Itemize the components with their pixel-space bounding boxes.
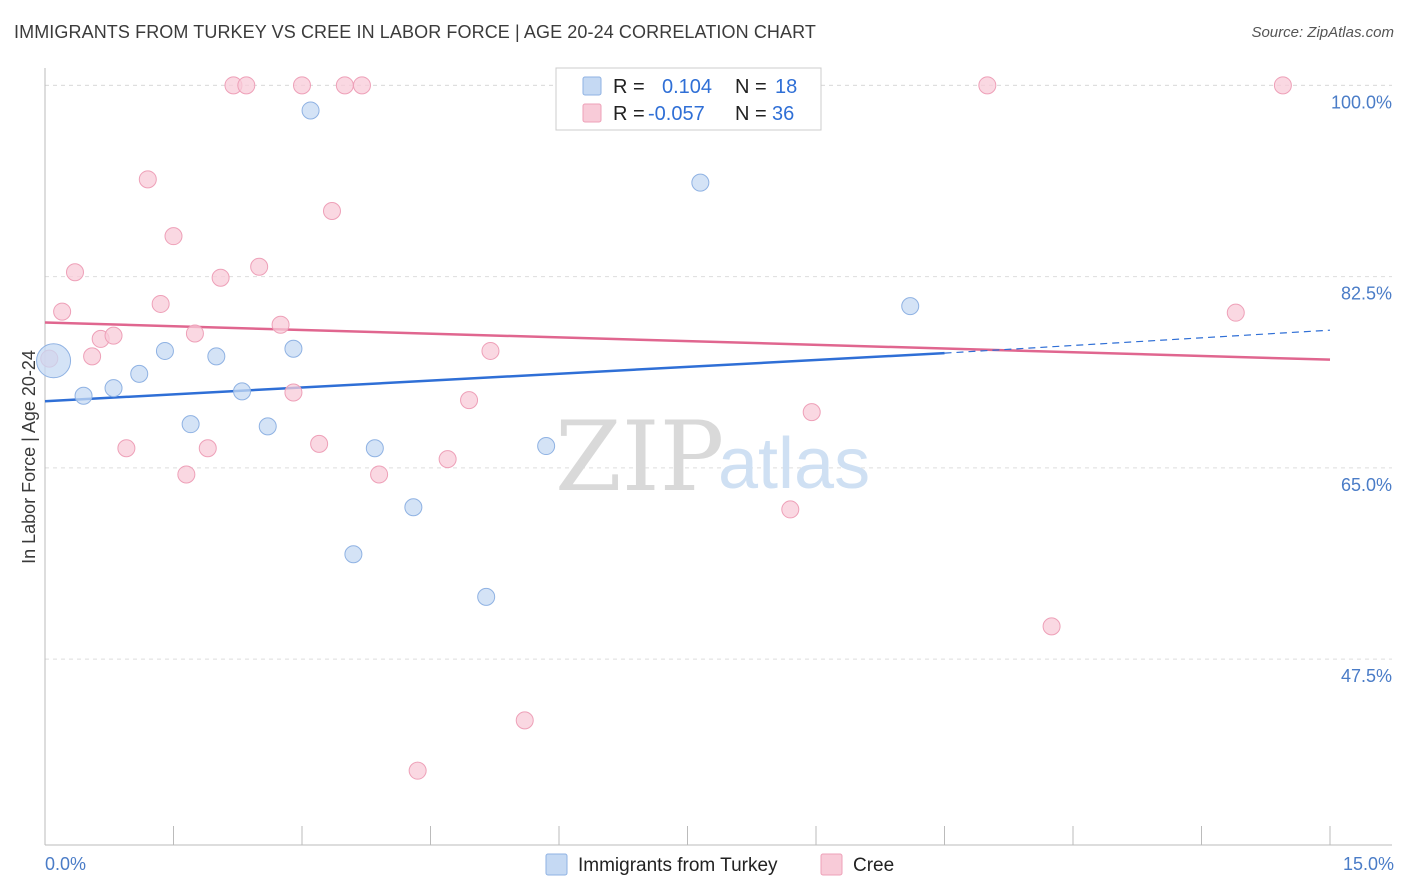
point-turkey bbox=[365, 439, 384, 458]
point-cree bbox=[802, 403, 821, 422]
legend-r-label-cree: R = bbox=[613, 103, 645, 125]
point-cree bbox=[53, 302, 72, 321]
point-cree bbox=[335, 76, 354, 95]
series-legend: Immigrants from Turkey Cree bbox=[545, 853, 894, 876]
point-turkey bbox=[130, 364, 149, 383]
point-cree bbox=[460, 391, 479, 410]
point-cree bbox=[138, 170, 157, 189]
legend-n-value-cree: 36 bbox=[772, 103, 794, 125]
trend-lines bbox=[44, 321, 1331, 403]
series-legend-swatch-cree bbox=[820, 853, 843, 876]
x-tick-label: 15.0% bbox=[1343, 854, 1394, 874]
stats-legend: R = 0.104 N = 18 R = -0.057 N = 36 bbox=[555, 67, 822, 131]
legend-r-value-turkey: 0.104 bbox=[662, 76, 712, 98]
point-turkey bbox=[155, 341, 174, 360]
point-cree bbox=[310, 434, 329, 453]
y-tick-label: 47.5% bbox=[1341, 666, 1392, 686]
point-cree bbox=[164, 227, 183, 246]
legend-n-value-turkey: 18 bbox=[775, 76, 797, 98]
point-turkey bbox=[233, 382, 252, 401]
point-cree bbox=[237, 76, 256, 95]
legend-swatch-turkey bbox=[582, 76, 602, 96]
point-turkey bbox=[207, 347, 226, 366]
point-cree bbox=[250, 257, 269, 276]
point-cree bbox=[83, 347, 102, 366]
point-cree bbox=[781, 500, 800, 519]
point-cree bbox=[185, 324, 204, 343]
point-turkey bbox=[36, 343, 72, 379]
point-turkey bbox=[537, 437, 556, 456]
point-cree bbox=[293, 76, 311, 95]
point-cree bbox=[198, 439, 217, 458]
point-cree bbox=[408, 761, 427, 780]
legend-n-label-turkey: N = bbox=[735, 76, 767, 98]
y-tick-label: 65.0% bbox=[1341, 475, 1392, 495]
watermark-atlas: atlas bbox=[718, 424, 870, 504]
point-turkey bbox=[691, 173, 710, 192]
point-turkey bbox=[104, 379, 123, 398]
point-turkey bbox=[344, 545, 363, 564]
point-cree bbox=[322, 202, 341, 221]
point-cree bbox=[370, 465, 389, 484]
point-cree bbox=[211, 268, 230, 287]
point-turkey bbox=[284, 339, 303, 358]
point-cree bbox=[352, 76, 371, 95]
point-cree bbox=[151, 294, 170, 313]
point-cree bbox=[65, 263, 84, 282]
data-points bbox=[36, 76, 1292, 780]
trend-line-cree bbox=[44, 321, 1331, 361]
y-tick-label: 82.5% bbox=[1341, 284, 1392, 304]
legend-r-label-turkey: R = bbox=[613, 76, 645, 98]
point-cree bbox=[515, 711, 534, 730]
point-cree bbox=[177, 465, 196, 484]
series-legend-label-cree: Cree bbox=[853, 855, 894, 876]
point-turkey bbox=[404, 498, 423, 517]
y-tick-label: 100.0% bbox=[1331, 92, 1392, 112]
legend-r-value-cree: -0.057 bbox=[648, 103, 705, 125]
point-cree bbox=[104, 326, 123, 345]
point-cree bbox=[438, 450, 457, 469]
watermark: ZIP atlas bbox=[555, 401, 870, 513]
series-legend-label-turkey: Immigrants from Turkey bbox=[578, 855, 778, 876]
point-cree bbox=[284, 383, 303, 402]
point-turkey bbox=[258, 417, 277, 436]
point-turkey bbox=[477, 587, 496, 606]
point-cree bbox=[1042, 617, 1061, 636]
point-turkey bbox=[901, 297, 920, 316]
chart-title: IMMIGRANTS FROM TURKEY VS CREE IN LABOR … bbox=[14, 22, 816, 42]
legend-n-label-cree: N = bbox=[735, 103, 767, 125]
point-turkey bbox=[181, 415, 200, 434]
source-credit: Source: ZipAtlas.com bbox=[1251, 24, 1394, 41]
watermark-zip: ZIP bbox=[555, 401, 724, 513]
point-turkey bbox=[301, 101, 320, 120]
trend-line-turkey-extension bbox=[944, 329, 1331, 354]
series-legend-swatch-turkey bbox=[545, 853, 568, 876]
point-cree bbox=[117, 439, 136, 458]
point-cree bbox=[271, 315, 290, 334]
point-cree bbox=[1226, 303, 1245, 322]
axes bbox=[44, 68, 1392, 846]
y-axis-label: In Labor Force | Age 20-24 bbox=[19, 350, 39, 564]
grid-lines bbox=[45, 84, 1392, 660]
x-tick-labels: 0.0% 15.0% bbox=[45, 854, 1394, 874]
point-cree bbox=[481, 341, 500, 360]
point-turkey bbox=[74, 386, 93, 405]
point-cree bbox=[978, 76, 997, 95]
point-cree bbox=[1273, 76, 1292, 95]
legend-swatch-cree bbox=[582, 103, 602, 123]
y-tick-labels: 47.5% 65.0% 82.5% 100.0% bbox=[1331, 92, 1392, 686]
x-tick-label: 0.0% bbox=[45, 854, 86, 874]
trend-line-turkey bbox=[44, 351, 945, 403]
